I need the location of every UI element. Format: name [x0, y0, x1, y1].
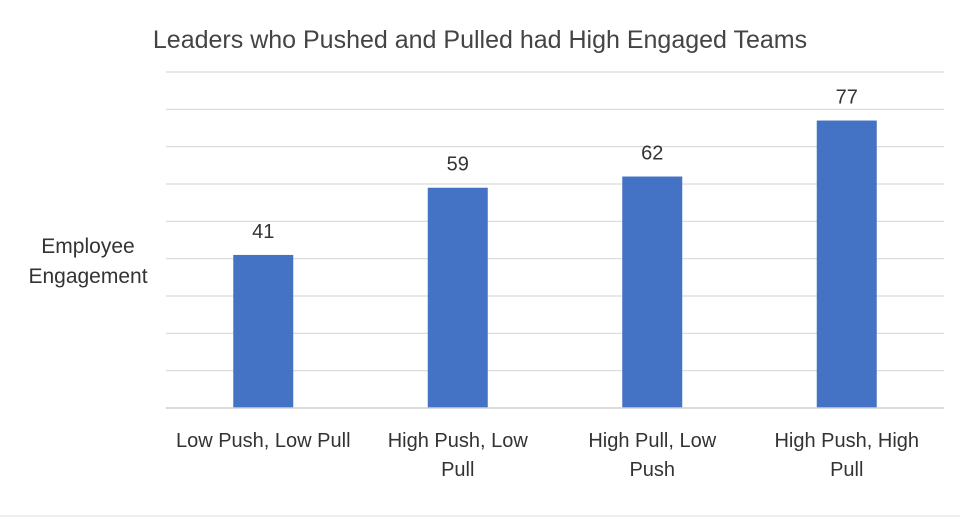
- bar: [233, 254, 294, 408]
- y-axis-label-text: Employee Engagement: [28, 235, 147, 288]
- data-label: 77: [836, 87, 858, 109]
- category-labels: Low Push, Low Pull High Push, Low Pull High…: [176, 430, 919, 481]
- y-axis-label: Employee Engagement: [28, 235, 147, 288]
- category-label: High Push, Low Pull: [388, 430, 529, 481]
- category-label: High Push, High Pull: [774, 430, 919, 481]
- data-label: 59: [447, 154, 469, 176]
- bars: [233, 120, 877, 409]
- category-label: High Pull, Low Push: [588, 430, 716, 481]
- bar: [622, 176, 683, 408]
- data-label: 41: [252, 221, 274, 243]
- gridlines: [166, 71, 944, 372]
- bar: [427, 187, 488, 408]
- category-label: Low Push, Low Pull: [176, 430, 351, 452]
- data-label: 62: [641, 143, 663, 165]
- bar: [816, 120, 877, 409]
- chart-title: Leaders who Pushed and Pulled had High E…: [153, 26, 807, 54]
- data-labels: 41 59 62 77: [252, 87, 858, 243]
